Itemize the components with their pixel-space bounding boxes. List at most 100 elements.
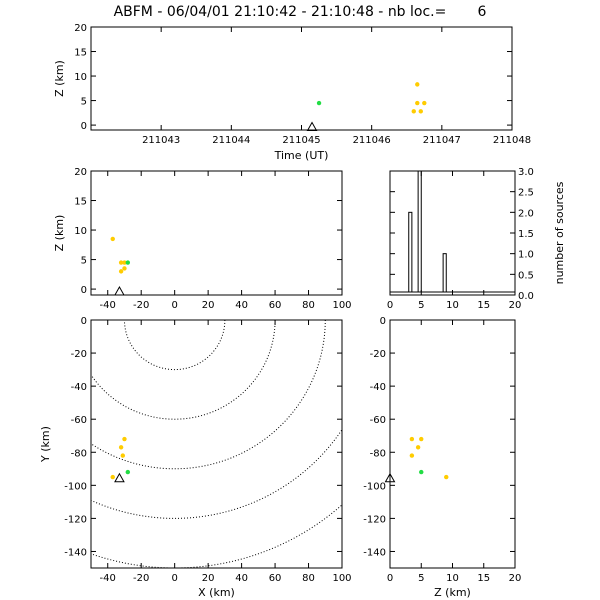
- x-y-y-tick-label: -80: [71, 448, 87, 459]
- x-y-x-tick-label: 80: [302, 573, 315, 584]
- z-y-y-tick-label: -80: [370, 448, 386, 459]
- z-y-x-tick-label: 15: [477, 573, 490, 584]
- histogram-x-tick-label: 15: [477, 300, 490, 311]
- x-z-source-point: [125, 260, 131, 265]
- z-y-y-tick-label: -120: [363, 514, 386, 525]
- x-y-source-point: [118, 445, 124, 450]
- x-z-source-point: [122, 260, 127, 265]
- time-height-x-tick-label: 211043: [142, 135, 180, 146]
- x-z-source-point: [118, 260, 124, 265]
- histogram-y-tick-label: 0.0: [518, 291, 534, 302]
- z-y-frame: [389, 319, 516, 569]
- time-height-source-point: [418, 109, 423, 114]
- z-y-y-tick-label: -100: [363, 481, 386, 492]
- x-y-source-point: [120, 453, 125, 458]
- x-z-y-axis-label: Z (km): [53, 215, 66, 252]
- x-y-y-tick-label: -120: [64, 514, 87, 525]
- x-y-y-tick-label: -140: [64, 547, 87, 558]
- time-height-source-point: [411, 109, 416, 114]
- x-y-x-tick-label: -40: [100, 573, 116, 584]
- x-y-x-axis-label: X (km): [198, 586, 235, 599]
- z-y-y-tick-label: 0: [380, 316, 386, 327]
- x-z-x-tick-label: 60: [269, 300, 282, 311]
- x-z-y-tick-label: 0: [81, 285, 87, 296]
- histogram-y-tick-label: 2.5: [518, 188, 534, 199]
- x-z-x-tick-label: 0: [171, 300, 177, 311]
- x-y-range-ring: [123, 320, 226, 371]
- z-y-source-point: [415, 445, 421, 450]
- time-height-y-tick-label: 0: [81, 121, 87, 132]
- x-z-source-point: [122, 266, 127, 271]
- z-y-source-point: [409, 453, 415, 458]
- time-height-y-tick-label: 15: [74, 48, 87, 59]
- x-y-frame: [90, 319, 343, 569]
- histogram-x-tick-label: 10: [446, 300, 459, 311]
- x-z-source-point: [118, 269, 124, 274]
- x-z-y-tick-label: 10: [74, 226, 87, 237]
- x-y-y-tick-label: -20: [71, 349, 87, 360]
- z-y-y-tick-label: -140: [363, 547, 386, 558]
- x-y-range-rings: [91, 320, 342, 568]
- z-y-x-tick-label: 20: [509, 573, 522, 584]
- histogram-y-tick-label: 1.0: [518, 250, 534, 261]
- x-y-x-tick-label: 40: [235, 573, 248, 584]
- x-y-y-tick-label: -40: [71, 382, 87, 393]
- time-height-x-tick-label: 211046: [353, 135, 391, 146]
- x-z-station-triangle: [114, 286, 125, 296]
- histogram-x-tick-label: 0: [387, 300, 393, 311]
- time-height-x-tick-label: 211048: [493, 135, 531, 146]
- x-z-y-tick-label: 15: [74, 197, 87, 208]
- time-height-source-point: [415, 100, 420, 106]
- time-height-source-point: [415, 82, 420, 87]
- x-y-x-tick-label: 100: [332, 573, 351, 584]
- time-height-x-tick-label: 211045: [282, 135, 320, 146]
- page-title: ABFM - 06/04/01 21:10:42 - 21:10:48 - nb…: [113, 4, 487, 20]
- x-y-source-point: [122, 436, 127, 442]
- x-y-y-tick-label: -60: [71, 415, 87, 426]
- histogram-y-axis-label: number of sources: [553, 181, 566, 284]
- histogram-bar: [442, 253, 447, 293]
- x-z-x-tick-label: 100: [332, 300, 351, 311]
- x-z-y-tick-label: 5: [81, 256, 87, 267]
- x-y-source-point: [110, 474, 115, 480]
- x-y-y-axis-label: Y (km): [39, 426, 52, 463]
- x-z-frame: [90, 170, 343, 296]
- time-height-frame: [90, 26, 513, 131]
- time-height-y-tick-label: 10: [74, 72, 87, 83]
- histogram-y-tick-label: 2.0: [518, 208, 534, 219]
- x-y-x-tick-label: 20: [202, 573, 215, 584]
- time-height-x-axis-label: Time (UT): [274, 149, 329, 162]
- histogram-x-tick-label: 5: [418, 300, 424, 311]
- z-y-y-tick-label: -60: [370, 415, 386, 426]
- histogram-x-tick-label: 20: [509, 300, 522, 311]
- time-height-station-triangle: [306, 121, 318, 132]
- time-height-source-point: [422, 100, 427, 106]
- time-height-y-tick-label: 5: [81, 97, 87, 108]
- time-height-y-tick-label: 20: [74, 23, 87, 34]
- z-y-source-point: [444, 474, 449, 480]
- x-y-x-tick-label: -20: [133, 573, 149, 584]
- histogram-bar: [417, 170, 422, 293]
- histogram-bar: [408, 211, 413, 293]
- x-z-source-point: [110, 236, 115, 242]
- x-y-range-ring: [91, 320, 276, 420]
- time-height-y-axis-label: Z (km): [53, 60, 66, 97]
- x-y-x-tick-label: 60: [269, 573, 282, 584]
- z-y-source-point: [419, 436, 424, 442]
- time-height-x-tick-label: 211044: [212, 135, 250, 146]
- histogram-y-tick-label: 1.5: [518, 229, 534, 240]
- time-height-x-tick-label: 211047: [423, 135, 461, 146]
- time-height-source-point: [316, 100, 322, 106]
- x-z-x-tick-label: -20: [133, 300, 149, 311]
- z-y-x-tick-label: 10: [446, 573, 459, 584]
- z-y-y-tick-label: -20: [370, 349, 386, 360]
- x-z-x-tick-label: 20: [202, 300, 215, 311]
- histogram-y-tick-label: 3.0: [518, 167, 534, 178]
- z-y-source-point: [419, 469, 424, 475]
- z-y-x-axis-label: Z (km): [434, 586, 471, 599]
- x-z-x-tick-label: 40: [235, 300, 248, 311]
- x-z-x-tick-label: -40: [100, 300, 116, 311]
- x-y-y-tick-label: -100: [64, 481, 87, 492]
- histogram-y-tick-label: 0.5: [518, 270, 534, 281]
